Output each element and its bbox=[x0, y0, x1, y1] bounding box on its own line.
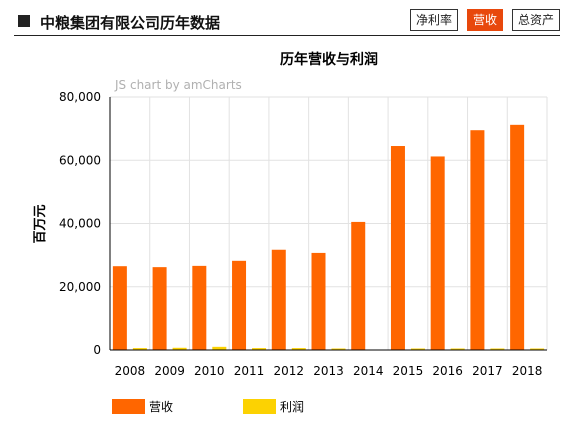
bar-chart: 历年营收与利润 JS chart by amCharts 0 20,000 40,0… bbox=[33, 51, 548, 378]
legend-label-revenue: 营收 bbox=[149, 400, 174, 414]
y-tick-label: 0 bbox=[93, 343, 101, 357]
x-tick-label: 2008 bbox=[115, 364, 146, 378]
legend-swatch-profit bbox=[243, 399, 276, 414]
bar-revenue bbox=[311, 252, 326, 350]
bar-revenue bbox=[390, 146, 405, 350]
page-header: 中粮集团有限公司历年数据 净利率 营收 总资产 bbox=[14, 6, 560, 36]
bar-revenue bbox=[510, 124, 525, 350]
bar-profit bbox=[252, 348, 267, 350]
tab-net-margin[interactable]: 净利率 bbox=[409, 9, 458, 31]
bar-profit bbox=[172, 347, 187, 350]
bar-revenue bbox=[232, 260, 247, 350]
y-tick-label: 20,000 bbox=[59, 280, 101, 294]
bar-revenue bbox=[112, 266, 127, 350]
x-tick-label: 2009 bbox=[154, 364, 185, 378]
y-tick-label: 40,000 bbox=[59, 217, 101, 231]
bar-profit bbox=[530, 348, 545, 350]
x-tick-label: 2018 bbox=[512, 364, 543, 378]
legend-item-profit[interactable]: 利润 bbox=[243, 398, 304, 415]
page-title: 中粮集团有限公司历年数据 bbox=[40, 14, 221, 32]
bar-revenue bbox=[430, 156, 445, 350]
chart-title: 历年营收与利润 bbox=[280, 51, 378, 68]
y-axis-label: 百万元 bbox=[33, 204, 48, 243]
legend-item-revenue[interactable]: 营收 bbox=[112, 398, 173, 415]
x-tick-label: 2016 bbox=[432, 364, 463, 378]
bar-profit bbox=[132, 348, 147, 350]
bar-profit bbox=[490, 348, 505, 350]
x-tick-label: 2014 bbox=[353, 364, 384, 378]
y-tick-label: 80,000 bbox=[59, 90, 101, 104]
bar-revenue bbox=[351, 221, 366, 350]
legend-swatch-revenue bbox=[112, 399, 145, 414]
x-tick-label: 2015 bbox=[393, 364, 424, 378]
bar-profit bbox=[331, 348, 346, 350]
x-tick-label: 2013 bbox=[313, 364, 344, 378]
x-tick-label: 2017 bbox=[472, 364, 503, 378]
bar-revenue bbox=[192, 265, 207, 350]
title-square-icon bbox=[18, 15, 30, 27]
x-tick-label: 2010 bbox=[194, 364, 225, 378]
chart-watermark: JS chart by amCharts bbox=[114, 78, 242, 92]
bar-profit bbox=[450, 348, 465, 350]
tab-revenue[interactable]: 营收 bbox=[466, 9, 503, 31]
bar-revenue bbox=[152, 267, 167, 350]
bar-revenue bbox=[470, 130, 485, 350]
tab-total-assets[interactable]: 总资产 bbox=[511, 9, 560, 31]
x-tick-label: 2012 bbox=[273, 364, 304, 378]
bar-profit bbox=[212, 346, 227, 350]
header-divider bbox=[14, 35, 560, 36]
x-tick-label: 2011 bbox=[234, 364, 265, 378]
y-tick-label: 60,000 bbox=[59, 153, 101, 167]
bar-profit bbox=[410, 348, 425, 350]
bar-revenue bbox=[271, 249, 286, 350]
bar-profit bbox=[291, 348, 306, 350]
legend-label-profit: 利润 bbox=[280, 400, 305, 414]
metric-tabs: 净利率 营收 总资产 bbox=[409, 9, 560, 31]
